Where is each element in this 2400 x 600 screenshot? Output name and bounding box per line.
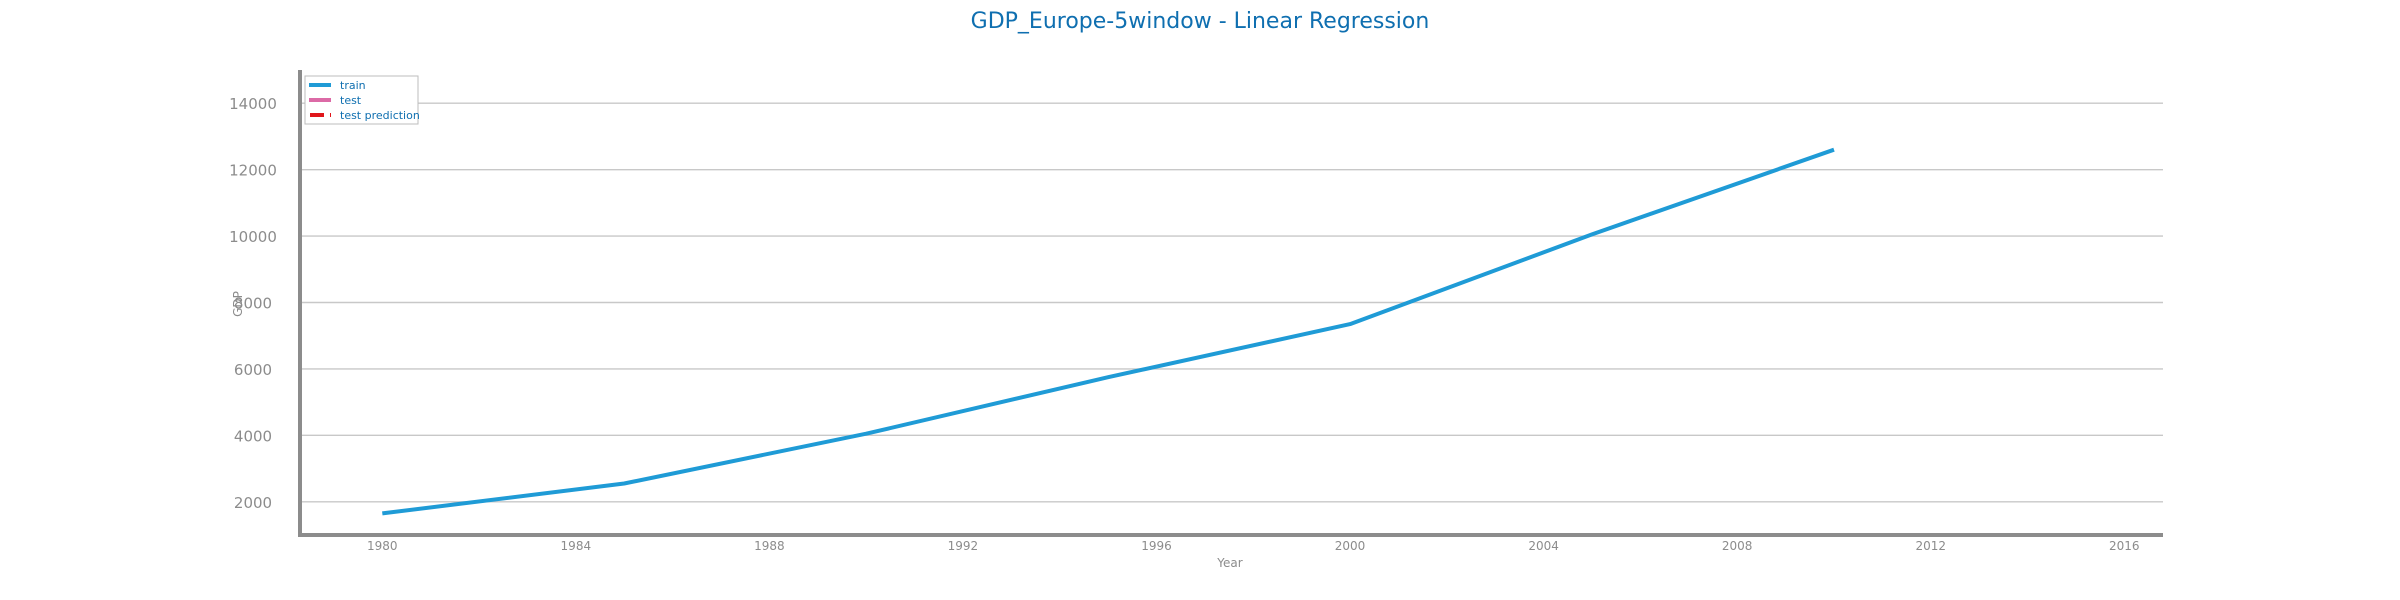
x-tick-label: 2016 bbox=[2109, 539, 2140, 553]
series-lines bbox=[382, 147, 1835, 516]
series-line-train bbox=[382, 147, 1835, 516]
x-tick-label: 2012 bbox=[1915, 539, 1946, 553]
legend-label: train bbox=[340, 79, 366, 92]
x-tick-label: 2008 bbox=[1722, 539, 1753, 553]
x-tick-label: 1984 bbox=[561, 539, 592, 553]
y-tick-label: 12000 bbox=[229, 162, 277, 180]
x-tick-label: 1988 bbox=[754, 539, 785, 553]
y-axis-label: GDP bbox=[231, 291, 245, 317]
axes bbox=[298, 70, 2163, 537]
x-tick-label: 2000 bbox=[1335, 539, 1366, 553]
y-tick-label: 14000 bbox=[229, 95, 277, 113]
y-tick-label: 10000 bbox=[229, 228, 277, 246]
legend-label: test prediction bbox=[340, 109, 420, 122]
x-tick-label: 1980 bbox=[367, 539, 398, 553]
x-tick-label: 1996 bbox=[1141, 539, 1172, 553]
y-tick-label: 6000 bbox=[234, 361, 272, 379]
legend: train test test prediction bbox=[304, 75, 420, 125]
y-tick-label: 2000 bbox=[234, 494, 272, 512]
y-tick-label: 8000 bbox=[234, 295, 272, 313]
grid-lines bbox=[300, 102, 2163, 503]
chart-title: GDP_Europe-5window - Linear Regression bbox=[971, 9, 1430, 34]
x-tick-label: 2004 bbox=[1528, 539, 1559, 553]
x-axis-label: Year bbox=[1216, 556, 1242, 570]
y-tick-label: 4000 bbox=[234, 427, 272, 445]
legend-label: test bbox=[340, 94, 362, 107]
tick-labels: 2000 4000 6000 8000 10000 12000 14000 1980 1984 1… bbox=[229, 95, 2139, 553]
x-tick-label: 1992 bbox=[948, 539, 979, 553]
